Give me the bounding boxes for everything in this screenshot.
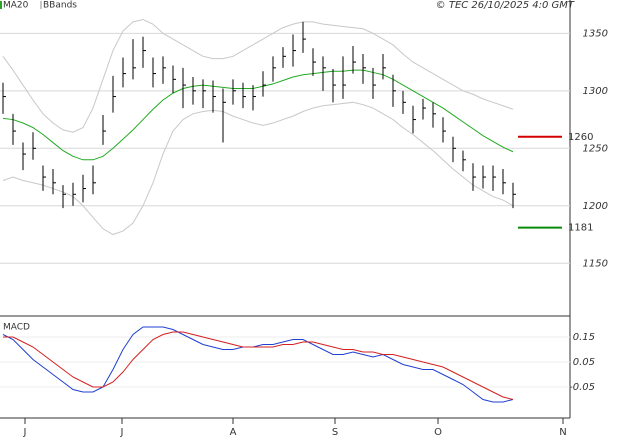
level-label: 1260: [568, 132, 593, 143]
y-tick-label: 1300: [583, 86, 608, 97]
legend-swatch: [0, 1, 2, 9]
x-tick-label: S: [332, 427, 338, 438]
macd-title: MACD: [3, 323, 30, 333]
y-tick-label: 1150: [583, 258, 608, 269]
y-tick-label: 1350: [583, 28, 608, 39]
x-tick-label: J: [23, 427, 27, 438]
source: © TEC 26/10/2025 4:0 GMT: [436, 0, 575, 11]
bband-upper: [2, 19, 514, 133]
legend-label: BBands: [43, 1, 77, 11]
legend-swatch: [40, 1, 42, 9]
ma20-line: [2, 69, 514, 161]
level-label: 1181: [568, 223, 593, 234]
x-tick-label: N: [559, 427, 566, 438]
y-tick-label: 1200: [583, 201, 608, 212]
bband-lower: [2, 101, 514, 236]
y-tick-label: 0.15: [573, 332, 595, 343]
macd-line: [3, 331, 514, 400]
macd-line: [2, 326, 514, 403]
y-tick-label: -0.05: [569, 382, 595, 393]
x-tick-label: O: [434, 427, 442, 438]
x-tick-label: A: [230, 427, 237, 438]
x-tick-label: J: [120, 427, 124, 438]
legend-label: MA20: [3, 1, 29, 11]
y-tick-label: 1250: [583, 143, 608, 154]
y-tick-label: 0.05: [573, 357, 595, 368]
